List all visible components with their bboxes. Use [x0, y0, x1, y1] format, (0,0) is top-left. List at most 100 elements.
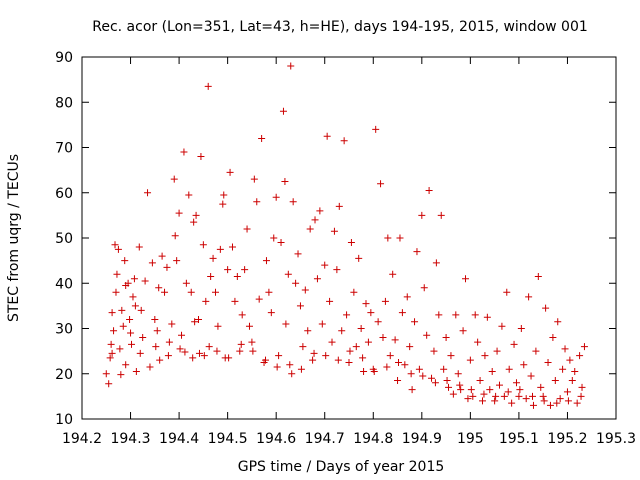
data-point [155, 284, 163, 292]
data-point [207, 272, 215, 280]
data-point [534, 272, 542, 280]
data-point [338, 327, 346, 335]
data-point [158, 252, 166, 260]
data-point [568, 377, 576, 385]
data-point [381, 297, 389, 305]
data-point [272, 193, 280, 201]
data-point [573, 399, 581, 407]
data-point [352, 343, 360, 351]
data-point [556, 395, 564, 403]
data-point [130, 275, 138, 283]
data-point [132, 367, 140, 375]
data-point [258, 134, 266, 142]
data-point [474, 338, 482, 346]
data-point [525, 293, 533, 301]
data-point [205, 343, 213, 351]
data-point [355, 254, 363, 262]
data-point [111, 241, 119, 249]
data-point [549, 334, 557, 342]
data-point [462, 275, 470, 283]
data-point [262, 356, 270, 364]
data-point [442, 334, 450, 342]
data-point [359, 354, 367, 362]
data-point [161, 288, 169, 296]
data-point [537, 383, 545, 391]
data-point [505, 365, 513, 373]
data-point [108, 349, 116, 357]
data-point [522, 395, 530, 403]
data-point [262, 257, 270, 265]
data-point [200, 352, 208, 360]
data-point [386, 352, 394, 360]
data-point [423, 331, 431, 339]
data-point [216, 245, 224, 253]
data-point [148, 259, 156, 267]
data-point [185, 191, 193, 199]
data-point [135, 243, 143, 251]
data-point [469, 392, 477, 400]
data-point [224, 266, 232, 274]
data-point [408, 386, 416, 394]
data-point [542, 304, 550, 312]
data-point [282, 320, 290, 328]
data-point [529, 392, 537, 400]
data-point [464, 395, 472, 403]
data-point [219, 200, 227, 208]
data-point [127, 329, 135, 337]
y-tick-label: 90 [55, 50, 73, 66]
data-point [347, 239, 355, 247]
y-tick-label: 30 [55, 322, 73, 338]
data-point [328, 338, 336, 346]
data-point [492, 392, 500, 400]
data-point [284, 270, 292, 278]
data-point [301, 286, 309, 294]
data-point [457, 386, 465, 394]
data-point [333, 266, 341, 274]
data-point [571, 367, 579, 375]
data-point [323, 132, 331, 140]
data-point [214, 322, 222, 330]
x-tick-label: 194.6 [256, 431, 296, 447]
data-point [377, 180, 385, 188]
data-point [316, 207, 324, 215]
data-point [345, 358, 353, 366]
data-point [540, 397, 548, 405]
data-point [350, 288, 358, 296]
data-point [212, 288, 219, 296]
data-point [178, 331, 186, 339]
data-point [495, 381, 503, 389]
data-point [563, 388, 571, 396]
data-point [116, 345, 124, 353]
data-point [202, 297, 210, 305]
data-point [294, 250, 302, 258]
data-point [121, 257, 129, 265]
data-point [128, 340, 136, 348]
data-point [310, 349, 318, 357]
data-point [190, 218, 198, 226]
data-point [396, 234, 404, 242]
data-point [144, 189, 152, 197]
data-point [481, 352, 489, 360]
data-point [471, 311, 479, 319]
data-point [425, 186, 433, 194]
data-point [420, 284, 428, 292]
data-point [233, 272, 241, 280]
data-point [510, 340, 518, 348]
data-point [289, 198, 297, 206]
data-point [508, 399, 516, 407]
y-tick-label: 70 [55, 141, 73, 157]
data-point [340, 137, 348, 145]
data-point [241, 266, 249, 274]
y-tick-label: 80 [55, 95, 73, 111]
data-point [559, 365, 567, 373]
data-point [176, 345, 184, 353]
data-point [480, 390, 488, 398]
data-point [107, 340, 115, 348]
data-point [129, 293, 137, 301]
data-point [553, 399, 561, 407]
x-tick-label: 194.7 [305, 431, 345, 447]
y-tick-label: 60 [55, 186, 73, 202]
data-point [168, 320, 176, 328]
